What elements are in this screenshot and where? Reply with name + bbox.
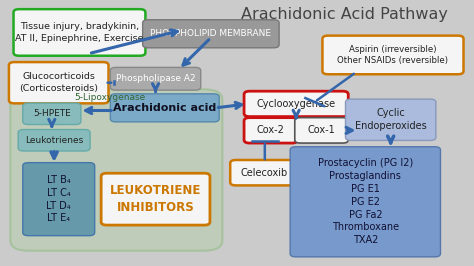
FancyBboxPatch shape xyxy=(23,163,95,236)
FancyBboxPatch shape xyxy=(230,160,298,185)
Text: 5-Lipoxygenase: 5-Lipoxygenase xyxy=(74,93,145,102)
Text: Prostacyclin (PG I2)
Prostaglandins
PG E1
PG E2
PG Fa2
Thromboxane
TXA2: Prostacyclin (PG I2) Prostaglandins PG E… xyxy=(318,158,413,245)
FancyBboxPatch shape xyxy=(10,89,222,251)
FancyBboxPatch shape xyxy=(346,99,436,140)
Text: Celecoxib: Celecoxib xyxy=(240,168,288,178)
FancyBboxPatch shape xyxy=(143,20,279,48)
FancyBboxPatch shape xyxy=(18,130,90,151)
Text: LT B₄
LT C₄
LT D₄
LT E₄: LT B₄ LT C₄ LT D₄ LT E₄ xyxy=(46,175,71,223)
FancyBboxPatch shape xyxy=(322,36,464,74)
FancyBboxPatch shape xyxy=(9,62,109,103)
Text: Cox-1: Cox-1 xyxy=(308,125,336,135)
FancyBboxPatch shape xyxy=(23,103,81,124)
FancyBboxPatch shape xyxy=(110,94,219,122)
FancyBboxPatch shape xyxy=(14,9,146,56)
Text: Aspirin (irreversible)
Other NSAIDs (reversible): Aspirin (irreversible) Other NSAIDs (rev… xyxy=(337,45,448,65)
FancyBboxPatch shape xyxy=(244,118,298,143)
FancyBboxPatch shape xyxy=(101,173,210,225)
Text: 5-HPETE: 5-HPETE xyxy=(33,109,71,118)
Text: Cyclic
Endoperoxides: Cyclic Endoperoxides xyxy=(355,108,427,131)
FancyBboxPatch shape xyxy=(290,147,440,257)
FancyBboxPatch shape xyxy=(295,118,348,143)
FancyBboxPatch shape xyxy=(244,91,348,117)
Text: LEUKOTRIENE
INHIBITORS: LEUKOTRIENE INHIBITORS xyxy=(110,184,201,214)
FancyBboxPatch shape xyxy=(110,67,201,90)
Text: Glucocorticoids
(Corticosteroids): Glucocorticoids (Corticosteroids) xyxy=(19,73,98,93)
Text: Leukotrienes: Leukotrienes xyxy=(25,136,83,145)
Text: Arachidonic acid: Arachidonic acid xyxy=(113,103,217,113)
Text: Phospholipase A2: Phospholipase A2 xyxy=(116,74,195,83)
Text: Cyclooxygenase: Cyclooxygenase xyxy=(256,99,336,109)
Text: Tissue injury, bradykinin,
AT II, Epinephrine, Exercise: Tissue injury, bradykinin, AT II, Epinep… xyxy=(15,22,144,43)
Text: Arachidonic Acid Pathway: Arachidonic Acid Pathway xyxy=(241,7,448,22)
Text: Cox-2: Cox-2 xyxy=(257,125,285,135)
Text: PHOSPHOLIPID MEMBRANE: PHOSPHOLIPID MEMBRANE xyxy=(150,29,272,38)
